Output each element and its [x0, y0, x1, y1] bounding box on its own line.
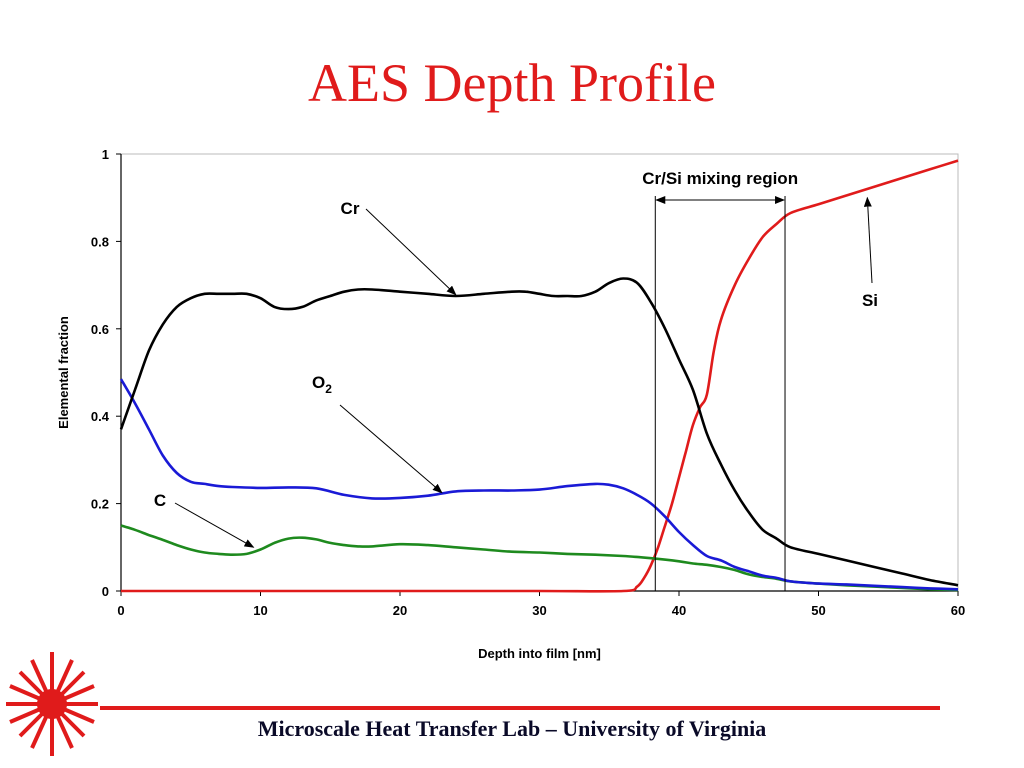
annotation-arrow-si — [863, 196, 873, 284]
annotation-arrow-c — [174, 502, 255, 548]
x-tick-label: 60 — [951, 603, 965, 618]
annotation-label-si: Si — [862, 291, 878, 310]
y-tick-label: 0.2 — [91, 497, 109, 512]
y-tick-label: 0.8 — [91, 234, 109, 249]
annotation-label-cr: Cr — [341, 199, 360, 218]
annotation-group: Cr/Si mixing region Cr O2 C Si — [154, 169, 878, 591]
series-group — [119, 159, 959, 593]
annotation-label-c: C — [154, 491, 166, 510]
plot-border — [121, 153, 959, 591]
x-tick-label: 30 — [532, 603, 546, 618]
y-axis-label: Elemental fraction — [56, 316, 71, 429]
annotation-label-o2: O2 — [312, 373, 332, 396]
x-tick-label: 50 — [811, 603, 825, 618]
mixing-region-label: Cr/Si mixing region — [642, 169, 798, 188]
y-tick-label: 0.6 — [91, 322, 109, 337]
series-line-si — [121, 159, 959, 593]
series-line-cr — [119, 277, 959, 587]
x-tick-label: 10 — [253, 603, 267, 618]
footer-rule — [100, 706, 940, 710]
sunburst-logo-icon — [4, 648, 100, 765]
x-tick-label: 40 — [672, 603, 686, 618]
annotation-arrow-o2 — [339, 404, 443, 494]
footer-text: Microscale Heat Transfer Lab – Universit… — [257, 716, 767, 741]
depth-profile-chart: 0 10 20 30 40 50 60 0 0.2 0.4 0.6 0.8 1 Depth into fi… — [56, 147, 965, 661]
series-line-o2 — [119, 378, 959, 591]
annotation-arrow-cr — [365, 208, 457, 296]
slide-title: AES Depth Profile — [308, 53, 716, 113]
x-tick-label: 20 — [393, 603, 407, 618]
x-tick-label: 0 — [117, 603, 124, 618]
plot-frame — [121, 153, 959, 591]
y-tick-label: 0 — [102, 584, 109, 599]
y-tick-label: 1 — [102, 147, 109, 162]
x-axis-label: Depth into film [nm] — [478, 646, 601, 661]
y-tick-label: 0.4 — [91, 409, 110, 424]
